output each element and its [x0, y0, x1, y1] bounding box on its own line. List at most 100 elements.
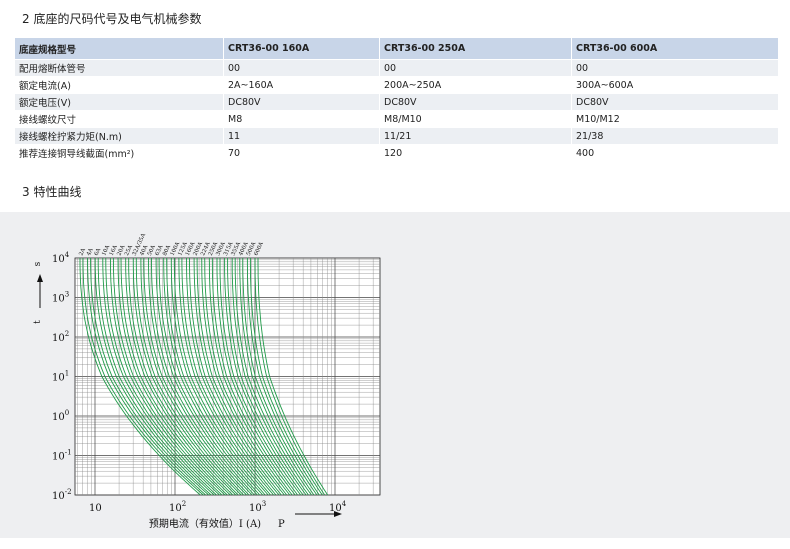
characteristic-curve	[231, 258, 309, 496]
characteristic-curve	[158, 258, 258, 496]
characteristic-curve	[97, 258, 215, 496]
characteristic-curve	[132, 258, 239, 496]
characteristic-curve	[219, 258, 302, 496]
characteristic-curve	[254, 258, 326, 496]
curve-label: 160A	[185, 240, 197, 257]
curve-label: 125A	[177, 240, 189, 257]
table-cell: DC80V	[571, 93, 778, 111]
table-cell: M10/M12	[571, 110, 778, 128]
x-axis-title: 预期电流（有效值）I (A)	[149, 517, 261, 530]
table-cell: 300A~600A	[571, 76, 778, 94]
curve-label: 10A	[101, 243, 112, 256]
tick-label: 100	[52, 409, 69, 423]
curve-label: 315A	[223, 240, 235, 257]
curve-label: 63A	[154, 243, 165, 256]
table-row: 接线螺纹尺寸 M8 M8/M10 M10/M12	[15, 110, 778, 128]
table-cell: M8/M10	[379, 110, 572, 128]
characteristic-curve	[193, 258, 282, 496]
tick-label: 101	[52, 370, 69, 384]
table-cell: 00	[223, 59, 380, 77]
tick-label: 10-1	[52, 449, 72, 463]
characteristic-curve	[94, 258, 212, 496]
characteristic-curve	[112, 257, 226, 496]
characteristic-curve	[246, 258, 320, 496]
table-cell: 接线螺纹尺寸	[15, 110, 224, 128]
param-table: 底座规格型号 CRT36-00 160A CRT36-00 250A CRT36-00…	[15, 38, 778, 162]
curve-label: 6A	[94, 247, 103, 257]
tick-label: 102	[52, 330, 69, 344]
characteristic-curve	[216, 258, 299, 496]
characteristic-curve	[102, 258, 217, 496]
characteristic-curve	[166, 258, 264, 496]
characteristic-curve	[242, 258, 318, 496]
curve-label: 100A	[170, 240, 182, 257]
table-cell: 200A~250A	[379, 76, 572, 94]
table-cell: CRT36-00 600A	[571, 38, 778, 60]
characteristic-curve	[234, 258, 312, 496]
curve-label: 355A	[231, 240, 243, 257]
table-cell: 400	[571, 144, 778, 162]
curve-label: 400A	[238, 240, 250, 257]
table-row: 底座规格型号 CRT36-00 160A CRT36-00 250A CRT36-00…	[15, 38, 778, 60]
y-unit: s	[33, 261, 43, 266]
curve-label: 50A	[147, 243, 158, 256]
curve-label: 25A	[124, 243, 135, 256]
characteristic-curve	[90, 258, 209, 496]
table-cell: 底座规格型号	[15, 38, 224, 60]
characteristic-curve	[135, 258, 242, 496]
characteristic-curve	[117, 257, 228, 496]
section-title: 3 特性曲线	[22, 185, 82, 199]
characteristic-curve	[170, 258, 266, 496]
table-row: 推荐连接铜导线截面(mm²) 70 120 400	[15, 144, 778, 162]
table-cell: 接线螺栓拧紧力矩(N.m)	[15, 127, 224, 145]
tick-label: 10	[89, 503, 102, 514]
characteristic-curve	[82, 258, 204, 496]
table-cell: 2A~160A	[223, 76, 380, 94]
characteristic-curve	[201, 257, 288, 496]
curve-label: 2A	[78, 247, 87, 257]
curve-label: 4A	[86, 247, 95, 257]
curve-label: 16A	[109, 243, 120, 256]
characteristic-curve	[128, 258, 237, 496]
characteristic-curve	[79, 258, 201, 496]
curve-label: 224A	[200, 240, 212, 257]
characteristic-curve	[227, 258, 307, 496]
characteristic-curve	[257, 258, 329, 496]
characteristic-curve	[249, 258, 323, 496]
characteristic-curve	[196, 258, 285, 496]
table-cell: DC80V	[223, 93, 380, 111]
characteristic-curve	[173, 258, 269, 496]
characteristic-curve	[109, 257, 223, 496]
table-cell: 11	[223, 127, 380, 145]
curve-label: 200A	[193, 240, 205, 257]
y-arrow-head	[37, 274, 43, 282]
characteristic-curve	[178, 258, 271, 496]
table-row: 配用熔断体管号 00 00 00	[15, 59, 778, 77]
curve-label: 500A	[246, 240, 258, 257]
table-cell: 00	[379, 59, 572, 77]
x-note: P	[278, 519, 285, 530]
table-cell: 70	[223, 144, 380, 162]
characteristic-curve	[125, 258, 234, 496]
tick-label: 10-2	[52, 488, 72, 502]
curve-label: 20A	[116, 243, 127, 256]
curve-label: 250A	[208, 240, 220, 257]
characteristic-curve	[155, 258, 255, 496]
characteristic-curve	[151, 258, 253, 496]
characteristic-curve	[181, 258, 274, 496]
table-cell: CRT36-00 250A	[379, 38, 572, 60]
section-title: 2 底座的尺码代号及电气机械参数	[22, 12, 202, 26]
characteristic-curve	[120, 257, 231, 496]
table-cell: 120	[379, 144, 572, 162]
table-cell: 推荐连接铜导线截面(mm²)	[15, 144, 224, 162]
tick-label: 103	[52, 291, 69, 305]
characteristic-curve	[239, 258, 315, 496]
table-cell: 21/38	[571, 127, 778, 145]
x-arrow-head	[334, 511, 342, 517]
characteristic-curve	[211, 257, 296, 496]
characteristic-curve	[224, 258, 304, 496]
characteristic-curve	[87, 258, 206, 496]
characteristic-curve	[204, 257, 291, 496]
